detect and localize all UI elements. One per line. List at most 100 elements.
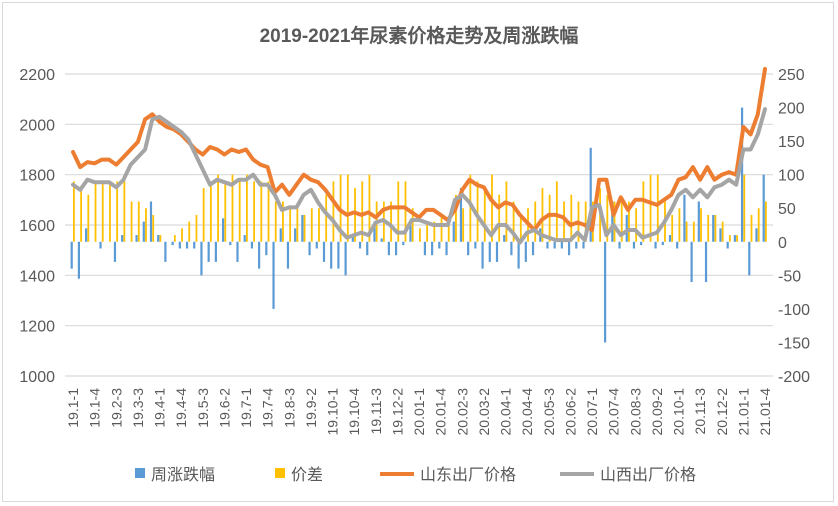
weekly-change-bar <box>740 107 744 242</box>
weekly-change-bar <box>207 241 210 262</box>
x-tick-label: 20.02-3 <box>454 388 470 436</box>
spread-bar <box>195 214 198 242</box>
weekly-change-bar <box>221 218 225 242</box>
weekly-change-bar <box>748 241 751 276</box>
weekly-change-bar <box>575 241 578 249</box>
x-tick-label: 19.10-4 <box>346 388 362 436</box>
y-left-tick-label: 2000 <box>19 117 55 134</box>
x-tick-label: 20.09-2 <box>649 388 665 436</box>
spread-bar <box>188 221 191 242</box>
spread-bar <box>411 208 414 242</box>
weekly-change-bar <box>690 241 693 283</box>
spread-bar <box>303 214 306 242</box>
weekly-change-bar <box>185 241 189 249</box>
weekly-change-bar <box>85 228 88 242</box>
spread-bar <box>73 181 75 242</box>
y-right-tick-label: -100 <box>778 302 810 319</box>
x-tick-label: 20.01-1 <box>411 388 427 436</box>
weekly-change-bar <box>546 241 549 249</box>
spread-bar <box>260 181 263 242</box>
weekly-change-bar <box>467 241 470 256</box>
weekly-change-bar <box>366 241 369 256</box>
spread-bar <box>656 174 659 242</box>
spread-bar <box>700 208 702 242</box>
weekly-change-bar <box>380 238 383 242</box>
weekly-change-bar <box>344 241 347 276</box>
spread-bar <box>354 188 356 242</box>
weekly-change-bar <box>142 221 145 242</box>
spread-bar <box>548 194 551 242</box>
spread-bar <box>757 208 760 242</box>
spread-bar <box>534 201 537 242</box>
spread-bar <box>123 181 126 242</box>
weekly-change-bar <box>423 241 427 256</box>
weekly-change-bar <box>683 194 686 242</box>
spread-bar <box>606 194 609 242</box>
spread-bar <box>541 188 544 242</box>
weekly-change-bar <box>611 201 614 242</box>
weekly-change-bar <box>510 241 513 256</box>
weekly-change-bar <box>560 241 563 249</box>
weekly-change-bar <box>279 228 282 242</box>
spread-bar <box>137 201 140 242</box>
spread-bar <box>267 181 270 242</box>
weekly-change-bar <box>762 174 765 242</box>
weekly-change-bar <box>70 241 73 269</box>
x-tick-label: 20.03-2 <box>476 388 492 436</box>
spread-bar <box>447 221 450 242</box>
spread-bar <box>145 208 147 242</box>
x-tick-label: 20.04-1 <box>498 388 514 436</box>
spread-bar <box>310 208 313 242</box>
spread-bar <box>555 181 558 242</box>
x-tick-label: 20.10-1 <box>671 388 687 436</box>
spread-bar <box>512 201 515 242</box>
spread-bar <box>678 208 681 242</box>
legend-swatch <box>135 468 145 478</box>
spread-bar <box>692 221 695 242</box>
x-tick-label: 19.9-2 <box>303 388 319 428</box>
weekly-change-bar <box>315 241 318 249</box>
spread-bar <box>368 174 371 242</box>
spread-bar <box>80 188 83 242</box>
spread-bar <box>728 235 731 242</box>
x-tick-label: 21.01-4 <box>757 388 773 436</box>
spread-bar <box>116 181 119 242</box>
weekly-change-bar <box>164 241 167 262</box>
y-right-tick-label: -50 <box>778 268 801 285</box>
weekly-change-bar <box>402 241 405 246</box>
x-tick-label: 19.6-2 <box>216 388 232 428</box>
spread-bar <box>584 201 587 242</box>
y-right-tick-label: 250 <box>778 67 805 84</box>
weekly-change-bar <box>719 228 722 242</box>
spread-bar <box>671 214 674 242</box>
weekly-change-bar <box>668 235 672 242</box>
x-tick-label: 19.10-1 <box>325 388 341 436</box>
weekly-change-bar <box>200 241 203 276</box>
weekly-change-bar <box>553 241 556 249</box>
weekly-change-bar <box>322 241 326 262</box>
spread-bar <box>246 174 248 242</box>
weekly-change-bar <box>171 241 174 246</box>
weekly-change-bar <box>524 241 527 262</box>
spread-bar <box>505 181 508 242</box>
x-tick-label: 20.11-3 <box>692 388 708 435</box>
x-tick-label: 19.1-1 <box>65 388 81 428</box>
y-right-tick-label: 0 <box>778 235 787 252</box>
weekly-change-bar <box>488 241 491 262</box>
spread-bar <box>224 181 227 242</box>
weekly-change-bar <box>409 221 412 242</box>
spread-bar <box>455 194 457 242</box>
spread-bar <box>390 201 392 242</box>
spread-bar <box>433 221 436 242</box>
spread-bar <box>217 174 219 242</box>
spread-bar <box>181 228 183 242</box>
weekly-change-bar <box>676 241 679 249</box>
weekly-change-bar <box>77 241 81 279</box>
weekly-change-bar <box>726 241 729 249</box>
spread-bar <box>714 214 717 242</box>
weekly-change-bar <box>697 201 700 242</box>
spread-bar <box>152 214 155 242</box>
spread-bar <box>296 208 299 242</box>
x-tick-label: 19.4-1 <box>152 388 168 428</box>
spread-bar <box>476 181 479 242</box>
